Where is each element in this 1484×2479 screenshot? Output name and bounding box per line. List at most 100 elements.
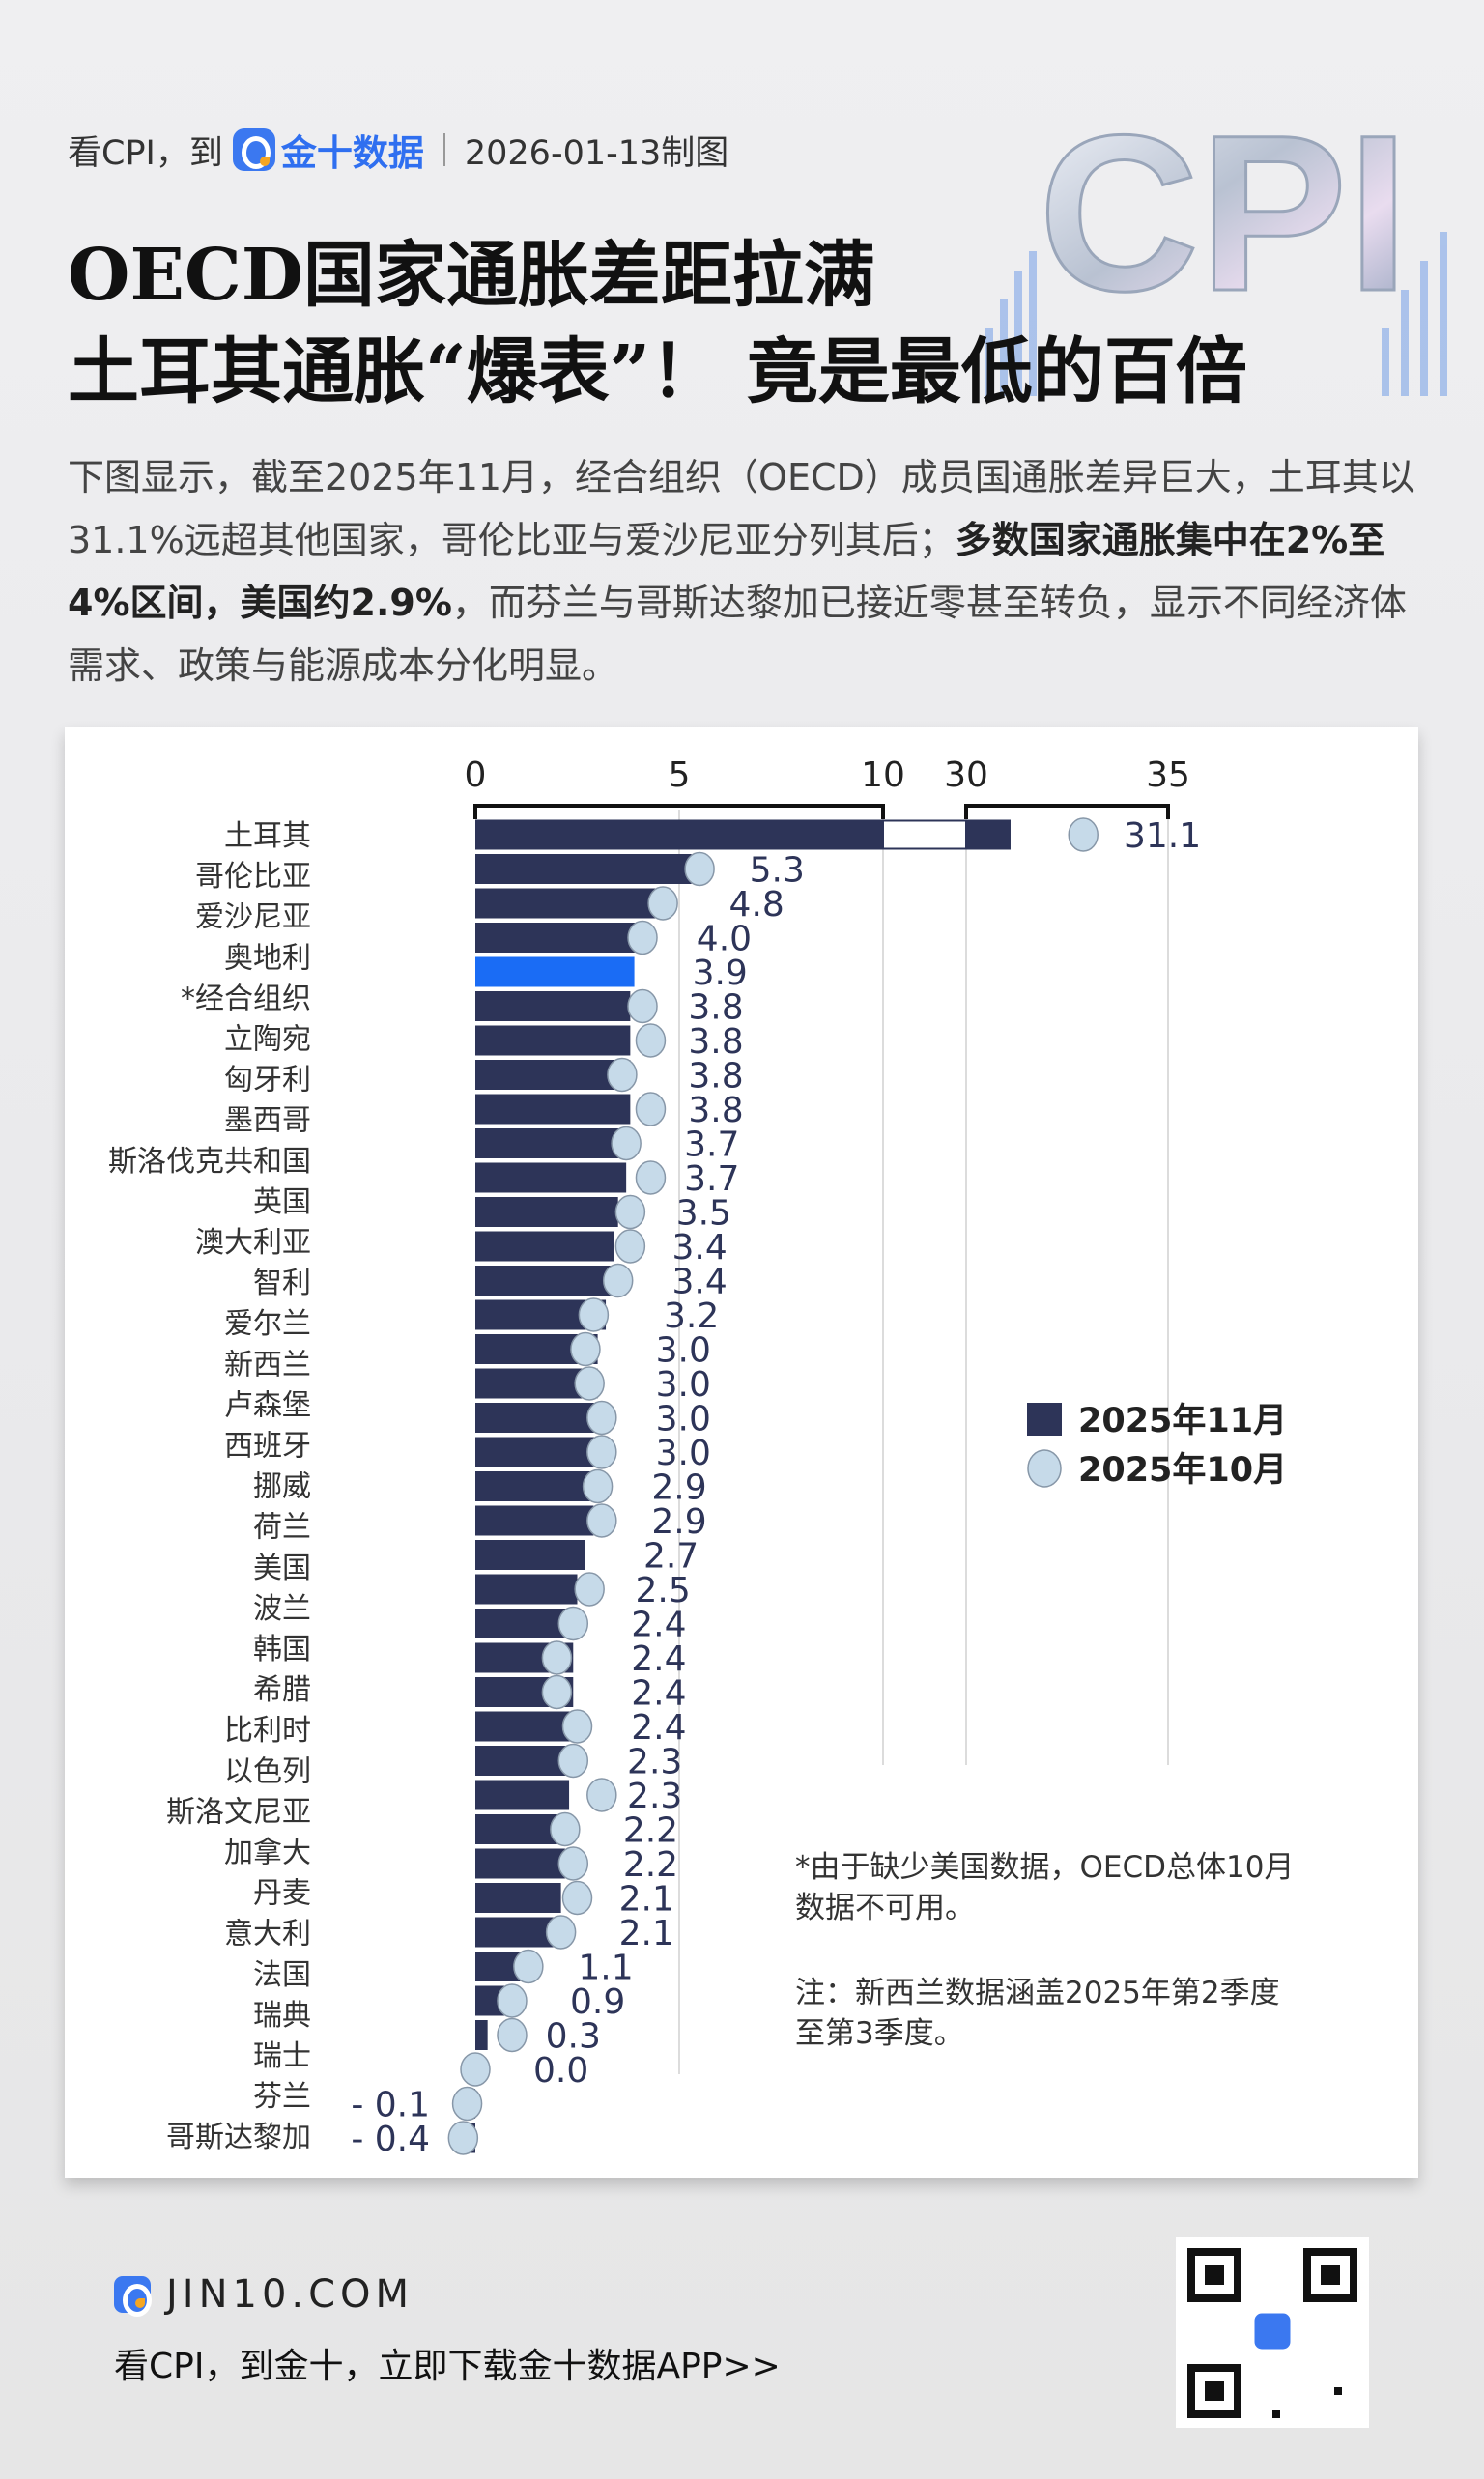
oct-dot [557,1606,589,1641]
oct-dot [586,1435,617,1469]
oct-dot [561,1880,593,1916]
data-label: 3.9 [693,954,748,993]
country-label: 丹麦 [253,1877,311,1911]
country-label: 加拿大 [224,1837,311,1870]
oct-dot [614,1194,646,1230]
note-oecd: *由于缺少美国数据，OECD总体10月 数据不可用。 [795,1847,1294,1928]
country-label: 瑞士 [253,2039,311,2073]
oct-dot [451,2086,483,2122]
data-label: 31.1 [1124,816,1201,856]
jin10-logo-icon [114,2276,152,2317]
x-axis-line-broken [964,804,1170,819]
country-label: 韩国 [253,1633,311,1667]
country-label: 以色列 [224,1754,311,1788]
country-label: 挪威 [253,1470,311,1504]
data-label: 3.5 [676,1194,731,1234]
x-tick-label: 0 [465,755,487,795]
download-cta[interactable]: 看CPI，到金十，立即下载金十数据APP>> [114,2347,781,2386]
lead-highlight: 多数国家通胀集中在2%至4%区间，美国约2.9% [68,519,1385,624]
bar [475,1094,631,1125]
bar [475,1848,565,1879]
hero-cpi-lettering: CPI [1039,89,1409,337]
country-label: 新西兰 [224,1348,311,1382]
data-label: 2.9 [651,1502,706,1542]
data-label: 3.4 [671,1263,727,1302]
oct-dot [541,1640,573,1675]
bar [475,991,631,1021]
oct-dot [586,1503,617,1538]
bar [475,1197,618,1227]
data-label: - 0.1 [351,2086,430,2125]
country-label: 哥伦比亚 [195,860,311,894]
data-label: 1.1 [578,1949,633,1988]
oct-dot [635,1160,667,1195]
qr-logo-icon [1251,2310,1294,2352]
data-label: 3.8 [688,988,743,1028]
page-title: OECD国家通胀差距拉满 土耳其通胀“爆表”！ 竟是最低的百倍 [68,227,1247,420]
footer-site[interactable]: JIN10.COM [114,2272,414,2317]
oct-dot [561,1709,593,1744]
country-label: 澳大利亚 [195,1226,311,1260]
qr-finder-center [1321,2265,1340,2285]
lead-paragraph: 下图显示，截至2025年11月，经合组织（OECD）成员国通胀差异巨大，土耳其以… [68,446,1420,698]
cpi-hero-image: CPI [985,88,1447,396]
data-label: 0.9 [570,1982,625,2022]
oct-dot [574,1572,605,1607]
bar [475,1025,631,1056]
oct-dot [582,1468,614,1504]
oct-dot [557,1846,589,1881]
note-line: 至第3季度。 [795,2016,964,2051]
legend-label-nov: 2025年11月 [1078,1402,1287,1440]
data-label: 3.4 [671,1228,727,1268]
data-label: 2.4 [631,1606,686,1645]
oct-dot [627,920,658,955]
country-label: 奥地利 [224,941,311,975]
bar [475,1952,521,1981]
qr-code[interactable] [1176,2237,1369,2428]
bar [475,888,671,919]
qr-finder-center [1205,2381,1224,2401]
legend-swatch-oct [1027,1449,1062,1488]
bar [475,1505,594,1536]
x-axis-line [473,804,885,819]
bar [475,923,639,953]
data-label: 3.0 [656,1434,711,1473]
oct-dot [635,1023,667,1058]
oct-dot [497,1983,528,2018]
qr-module [1272,2410,1280,2418]
data-label: 2.4 [631,1639,686,1679]
oct-dot [541,1674,573,1710]
lead-text: 下图显示，截至2025年11月，经合组织（OECD）成员国通胀差异巨大，土耳其以… [68,456,1415,561]
country-label: 爱尔兰 [224,1307,311,1341]
country-label: 意大利 [224,1918,311,1952]
legend-swatch-nov [1027,1403,1062,1436]
bar [475,1574,578,1605]
legend-label-oct: 2025年10月 [1078,1451,1287,1490]
note-line: 注：新西兰数据涵盖2025年第2季度 [795,1976,1280,2010]
bar [475,1780,570,1810]
country-label: 希腊 [253,1673,311,1707]
data-label: 3.8 [688,1022,743,1062]
site-url[interactable]: JIN10.COM [166,2272,414,2317]
title-line-2: 土耳其通胀“爆表”！ 竟是最低的百倍 [68,330,1247,413]
bar [475,1162,627,1193]
country-label: 瑞典 [253,1999,311,2033]
country-label: 斯洛文尼亚 [166,1795,311,1829]
oct-dot [684,851,715,887]
country-label: 西班牙 [224,1430,311,1464]
chart-card: 0 5 10 30 35 土耳其 哥伦比亚 爱沙尼亚 奥地利 *经合组织 立陶宛 匈牙利 墨西哥 斯洛伐克… [65,727,1418,2178]
oct-dot [460,2052,491,2087]
data-label: - 0.4 [351,2120,430,2159]
oct-dot [635,1092,667,1126]
data-label: 2.2 [623,1811,678,1851]
country-label: 墨西哥 [224,1104,311,1138]
note-line: 数据不可用。 [795,1891,975,1925]
bar [475,1609,574,1638]
qr-finder [1303,2248,1357,2302]
data-label: 2.7 [643,1537,699,1577]
country-label: 爱沙尼亚 [195,900,311,934]
country-label: 法国 [253,1958,311,1992]
country-label: 芬兰 [253,2080,311,2114]
country-label: 土耳其 [224,819,311,853]
data-label: 2.4 [631,1674,686,1714]
